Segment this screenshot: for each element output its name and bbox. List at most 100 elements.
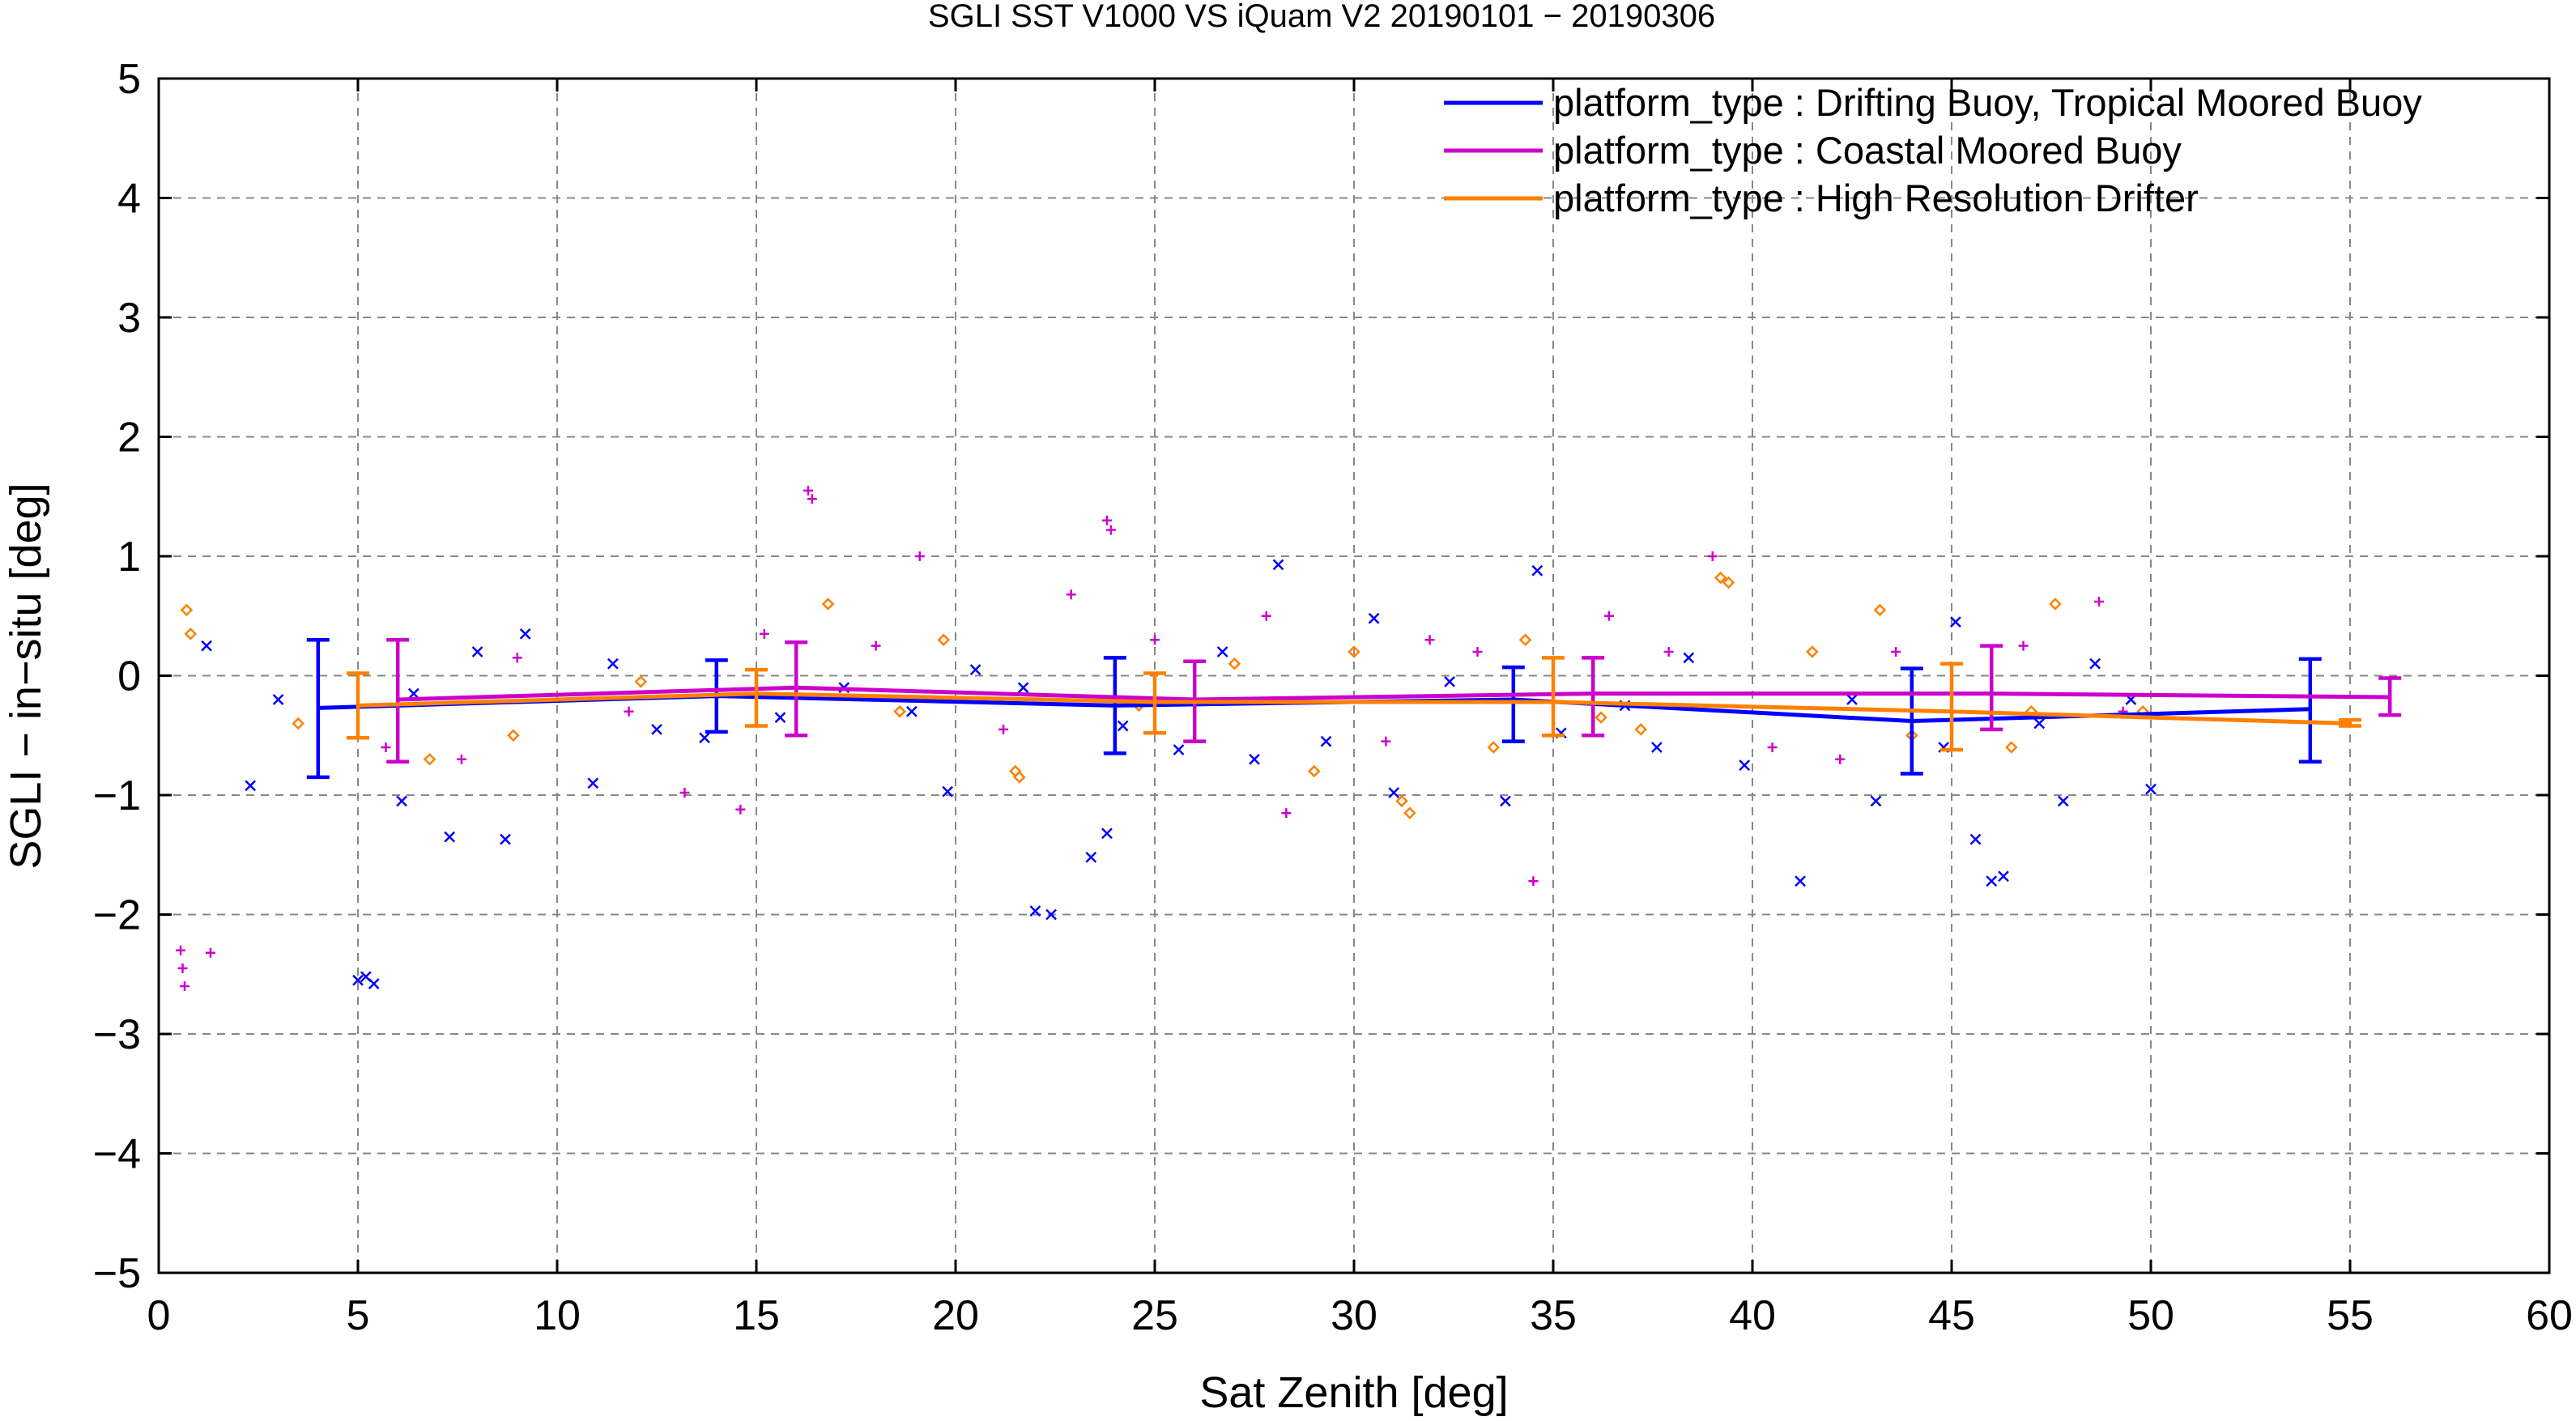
scatter-point-series-2	[1228, 657, 1241, 670]
scatter-point-series-1	[624, 706, 634, 717]
error-bar-series-0	[1900, 666, 1923, 776]
error-bar-series-1	[2378, 676, 2402, 717]
error-bar-series-2	[1542, 656, 1565, 738]
x-tick-label: 5	[347, 1292, 370, 1339]
scatter-point-series-0	[969, 664, 981, 676]
error-bar-series-0	[1501, 665, 1525, 743]
scatter-point-series-2	[1634, 723, 1648, 736]
legend-label-coastal: platform_type : Coastal Moored Buoy	[1553, 129, 2182, 172]
x-tick-label: 0	[147, 1292, 171, 1339]
scatter-point-series-2	[1395, 794, 1408, 808]
scatter-point-series-1	[1603, 611, 1614, 621]
error-bar-series-1	[386, 638, 410, 764]
scatter-point-series-0	[368, 978, 380, 989]
x-tick-label: 10	[534, 1292, 581, 1339]
y-tick-label: −1	[93, 772, 141, 819]
scatter-point-series-0	[1320, 735, 1332, 747]
scatter-point-series-2	[1308, 764, 1321, 778]
scatter-point-series-0	[1272, 559, 1284, 571]
scatter-point-series-2	[1806, 645, 1819, 658]
scatter-point-series-1	[2018, 640, 2029, 651]
scatter-point-series-2	[180, 603, 194, 617]
scatter-point-series-0	[1444, 675, 1455, 687]
scatter-point-series-2	[507, 729, 520, 742]
legend-label-drifting: platform_type : Drifting Buoy, Tropical …	[1553, 81, 2422, 124]
scatter-point-series-1	[759, 628, 769, 639]
scatter-point-series-0	[1085, 851, 1097, 863]
scatter-point-series-1	[179, 981, 189, 991]
y-axis-label: SGLI − in−situ [deg]	[2, 483, 50, 869]
x-tick-label: 15	[733, 1292, 780, 1339]
scatter-point-series-0	[905, 705, 918, 717]
error-bar-series-0	[2298, 657, 2322, 764]
scatter-point-series-0	[272, 694, 284, 705]
scatter-point-series-1	[1101, 515, 1112, 525]
y-tick-label: −3	[93, 1011, 141, 1058]
y-tick-label: −4	[93, 1131, 141, 1178]
y-tick-label: 2	[117, 415, 141, 462]
scatter-point-series-1	[1835, 754, 1846, 764]
scatter-point-series-2	[821, 598, 835, 611]
scatter-point-series-0	[1045, 908, 1057, 921]
scatter-point-series-1	[998, 724, 1009, 734]
scatter-point-series-2	[2005, 741, 2018, 754]
scatter-point-series-2	[1873, 603, 1887, 617]
scatter-point-series-2	[1348, 645, 1360, 658]
scatter-point-series-1	[1891, 647, 1901, 657]
x-tick-label: 55	[2327, 1292, 2374, 1339]
scatter-point-series-0	[2145, 783, 2157, 795]
mean-line-series-1	[398, 685, 2391, 702]
scatter-point-series-1	[381, 742, 391, 752]
scatter-point-series-2	[1012, 771, 1026, 784]
scatter-point-series-2	[423, 752, 436, 766]
scatter-point-series-1	[1261, 611, 1271, 621]
x-tick-label: 45	[1928, 1292, 1975, 1339]
error-bar-series-0	[306, 638, 330, 780]
scatter-point-series-1	[205, 947, 215, 958]
x-tick-label: 60	[2526, 1292, 2573, 1339]
scatter-point-series-0	[942, 785, 954, 798]
scatter-point-series-1	[456, 754, 466, 764]
x-tick-label: 30	[1331, 1292, 1377, 1339]
scatter-point-series-2	[893, 704, 906, 718]
scatter-point-series-1	[1707, 551, 1718, 561]
scatter-point-series-1	[1528, 876, 1539, 887]
scatter-point-series-1	[1381, 736, 1391, 747]
mean-lines	[306, 638, 2402, 780]
scatter-point-series-0	[407, 687, 419, 700]
scatter-point-series-2	[634, 675, 648, 688]
scatter-points	[176, 485, 2157, 991]
error-bar-series-2	[2339, 717, 2361, 728]
error-bar-series-2	[1143, 671, 1166, 735]
error-bar-series-2	[745, 667, 768, 728]
scatter-point-series-2	[2049, 598, 2062, 611]
x-tick-label: 25	[1131, 1292, 1178, 1339]
scatter-point-series-1	[1424, 635, 1435, 645]
scatter-point-series-1	[871, 640, 881, 651]
scatter-point-series-0	[1029, 905, 1041, 917]
scatter-point-series-2	[1518, 633, 1532, 647]
scatter-point-series-1	[1472, 647, 1483, 657]
y-tick-label: −5	[93, 1250, 141, 1297]
scatter-point-series-1	[803, 485, 813, 496]
scatter-point-series-1	[1105, 525, 1116, 535]
legend-label-hrd: platform_type : High Resolution Drifter	[1553, 177, 2199, 219]
scatter-point-series-0	[2089, 657, 2101, 670]
scatter-point-series-1	[1066, 589, 1076, 600]
scatter-point-series-0	[1986, 875, 1998, 887]
scatter-point-series-0	[1216, 646, 1228, 657]
scatter-point-series-1	[1150, 635, 1160, 645]
scatter-point-series-0	[1173, 744, 1185, 755]
scatter-point-series-1	[807, 494, 817, 504]
y-tick-label: −2	[93, 892, 141, 939]
error-bar-series-2	[1940, 662, 1963, 752]
y-tick-label: 5	[117, 56, 141, 103]
scatter-point-series-0	[500, 833, 511, 845]
error-bar-series-1	[785, 640, 808, 738]
scatter-point-series-1	[914, 551, 925, 561]
y-tick-label: 0	[117, 653, 141, 700]
scatter-point-series-0	[1846, 694, 1858, 705]
y-tick-label: 1	[117, 534, 141, 581]
x-axis-label: Sat Zenith [deg]	[1199, 1368, 1508, 1417]
